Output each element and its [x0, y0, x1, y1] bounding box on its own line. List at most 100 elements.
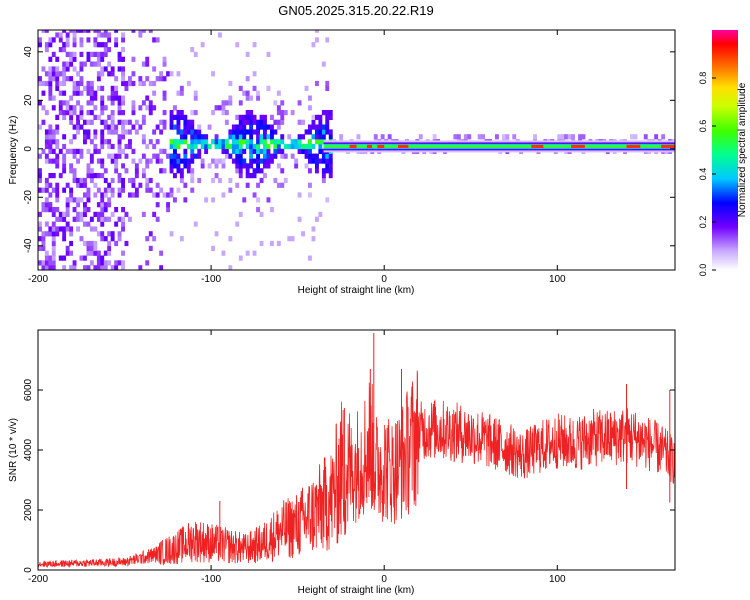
spectrogram-cell — [325, 153, 330, 159]
spectrogram-cell — [297, 134, 302, 140]
snr-spikes — [219, 333, 671, 555]
spectrogram-cell — [169, 139, 174, 145]
spectrogram-cell — [41, 260, 46, 266]
spectrogram-cell — [193, 110, 198, 116]
spectrogram-cell — [96, 187, 101, 193]
spectrogram-cell — [65, 245, 70, 251]
spectrogram-cell — [238, 134, 243, 140]
spectrogram-cell — [83, 177, 87, 184]
spectrogram-cell — [100, 143, 105, 150]
spectrogram-cell — [266, 148, 271, 154]
spectrogram-cell — [173, 153, 177, 159]
spectrogram-cell — [79, 236, 84, 242]
spectrogram-cell — [117, 119, 122, 125]
spectrogram-cell — [121, 207, 125, 213]
spectrogram-cell — [155, 158, 160, 164]
spectrogram-cell — [173, 148, 177, 154]
spectrogram-cell — [294, 163, 299, 169]
spectrogram-cell — [76, 129, 80, 135]
spectrogram-cell — [311, 158, 316, 164]
spectrogram-cell — [252, 192, 257, 198]
spectrogram-cell — [44, 207, 49, 213]
spectrogram-cell — [280, 139, 285, 145]
spectrogram-cell — [245, 139, 250, 145]
spectrogram-cell — [159, 148, 164, 154]
spectrogram-cell — [86, 163, 91, 169]
spectrogram-cell — [89, 100, 94, 106]
spectrogram-cell — [141, 173, 146, 179]
spectrogram-cell — [107, 245, 112, 251]
spectrogram-cell — [124, 211, 129, 217]
spectrogram-cell — [228, 80, 233, 87]
spectrogram-cell — [214, 143, 219, 150]
spectrogram-cell — [86, 110, 91, 116]
spectrogram-cell — [117, 192, 122, 198]
spectrogram-cell — [273, 139, 278, 145]
spectrogram-cell — [93, 240, 98, 247]
spectrogram-cell — [238, 124, 243, 130]
spectrogram-cell — [124, 240, 129, 247]
spectrogram-cell — [114, 90, 119, 96]
spectrogram-cell — [557, 134, 562, 140]
spectrogram-cell — [100, 110, 105, 116]
spectrogram-cell — [79, 182, 84, 188]
spectrogram-cell — [242, 163, 247, 169]
spectrogram-cell — [141, 134, 146, 140]
spectrogram-cell — [249, 153, 254, 159]
spectrogram-cell — [114, 30, 119, 33]
spectrogram-cell — [93, 148, 98, 154]
spectrogram-cell — [283, 177, 288, 184]
spectrogram-cell — [79, 110, 84, 116]
spectrogram-cell — [89, 168, 94, 174]
spectrogram-cell — [65, 51, 70, 57]
spectrogram-cell — [183, 197, 188, 203]
spectrogram-cell — [100, 71, 105, 77]
spectrogram-cell — [72, 90, 77, 96]
spectrogram-cell — [231, 158, 236, 164]
spectrogram-cell — [214, 173, 219, 179]
spectrogram-cell — [51, 158, 56, 164]
spectrogram-cell — [176, 158, 181, 164]
spectrogram-cell — [325, 80, 330, 87]
spectrogram-cell — [224, 143, 229, 150]
spectrogram-cell — [173, 114, 177, 120]
spectrogram-cell — [256, 168, 260, 174]
spectrogram-cell — [245, 95, 250, 101]
spectrogram-cell — [131, 105, 136, 111]
spectrogram-cell — [238, 100, 243, 106]
spectrogram-cell — [83, 255, 87, 261]
spectrogram-cell — [72, 85, 77, 91]
spectrogram-cell — [235, 114, 240, 120]
spectrogram-cell — [259, 134, 264, 140]
spectrogram-cell — [224, 100, 229, 106]
spectrogram-cell — [162, 110, 167, 116]
spectrogram-cell — [328, 168, 333, 174]
spectrogram-cell — [218, 177, 222, 184]
spectrogram-cell — [117, 143, 122, 150]
spectrogram-cell — [117, 177, 122, 184]
spectrogram-frame — [37, 29, 676, 271]
spectrogram-cell — [654, 134, 659, 140]
spectrogram-cell — [270, 158, 274, 164]
spectrogram-cell — [100, 207, 105, 213]
spectrogram-cell — [418, 134, 423, 140]
spectrogram-cell — [276, 105, 281, 111]
spectrogram-cell — [44, 197, 49, 203]
spectrogram-cell — [297, 148, 302, 154]
spectrogram-cell — [44, 158, 49, 164]
spectrogram-cell — [148, 245, 153, 251]
spectrogram-cell — [48, 85, 53, 91]
spectrogram-cell — [245, 143, 250, 150]
spectrogram-cell — [276, 119, 281, 125]
spectrogram-cell — [148, 177, 153, 184]
spectrogram-cell — [48, 173, 53, 179]
spectrogram-cell — [55, 56, 60, 62]
spectrogram-cell — [328, 173, 333, 179]
spectrogram-cell — [183, 119, 188, 125]
spectrogram-cell — [238, 163, 243, 169]
spectrogram-cell — [121, 71, 125, 77]
spectrogram-cell — [148, 187, 153, 193]
spectrogram-cell — [193, 51, 198, 57]
spectrogram-cell — [96, 71, 101, 77]
spectrogram-cell — [110, 187, 115, 193]
